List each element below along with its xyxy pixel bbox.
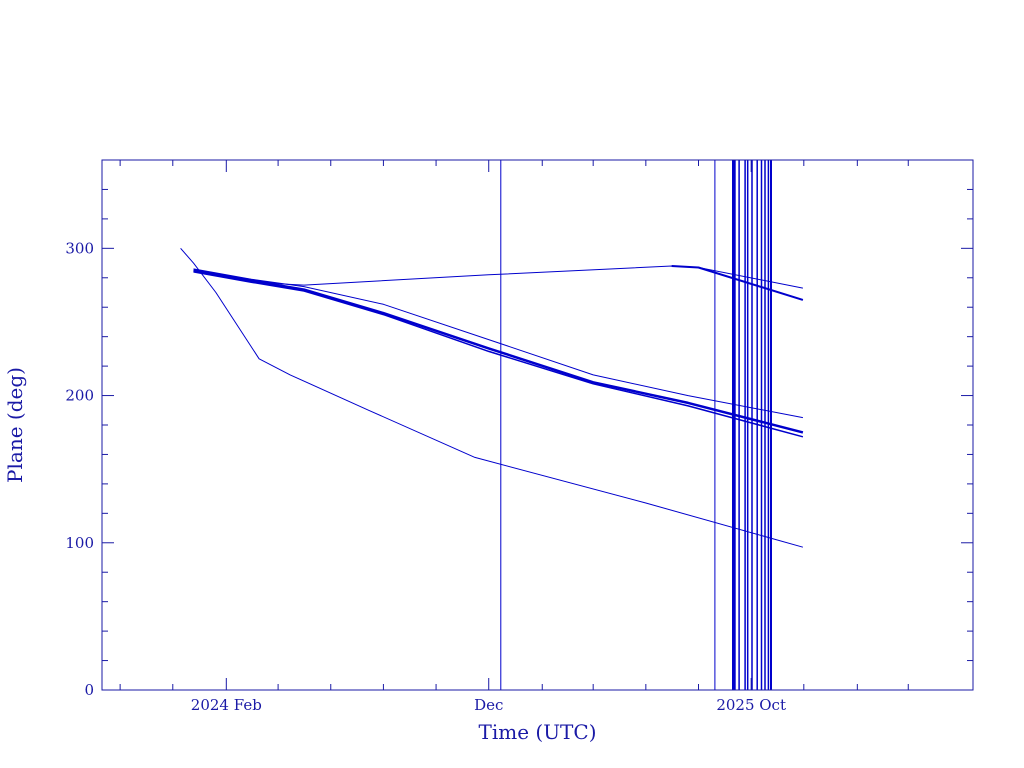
x-tick-label: 2024 Feb xyxy=(191,696,262,714)
y-tick-label: 200 xyxy=(65,387,94,405)
y-tick-label: 300 xyxy=(65,239,94,257)
series-layer xyxy=(180,247,804,548)
y-tick-label: 0 xyxy=(84,681,94,699)
plot-frame xyxy=(101,159,974,691)
x-tick-label: 2025 Oct xyxy=(716,696,786,714)
x-axis-label: Time (UTC) xyxy=(479,720,597,744)
series-line-3 xyxy=(193,269,804,434)
series-line-1 xyxy=(180,247,804,548)
y-tick-label: 100 xyxy=(65,534,94,552)
tick-labels-layer: 0 100 200 300 2024 Feb Dec 2025 Oct xyxy=(65,239,786,714)
series-line-5 xyxy=(193,265,803,289)
series-line-4 xyxy=(193,271,804,438)
vertical-lines-layer xyxy=(500,160,772,690)
ticks-layer xyxy=(102,160,973,690)
x-tick-label: Dec xyxy=(474,696,503,714)
y-axis-label: Plane (deg) xyxy=(3,367,27,483)
series-line-2 xyxy=(193,268,803,419)
series-line-6 xyxy=(671,265,804,301)
